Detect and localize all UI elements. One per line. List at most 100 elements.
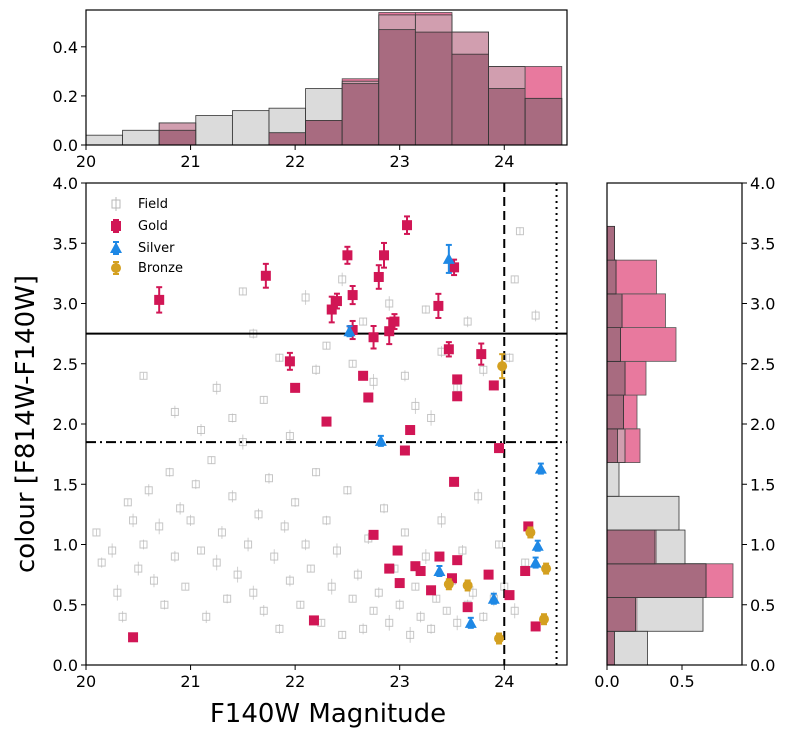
field-point [421,552,430,561]
field-point [233,570,242,579]
gold-point [426,585,437,596]
gold-point [379,250,390,261]
field-point [463,317,472,326]
gold-point [488,380,499,391]
field-point [139,540,148,549]
gold-point [530,621,541,632]
bronze-point [494,633,505,644]
gold-point [520,566,531,577]
gold-point [494,443,505,454]
field-point [421,305,430,314]
field-point [453,618,462,627]
field-point [181,582,190,591]
right-hist-overlap-bar [606,630,615,666]
field-point [437,516,446,525]
top-hist-overlap-bar [451,53,489,146]
field-point [134,564,143,573]
field-point [495,540,504,549]
field-point [217,528,226,537]
y-tick-label: 0.5 [53,596,78,615]
top-hist-overlap-bar [488,88,526,146]
y-tick-label: 3.5 [53,234,78,253]
field-point [202,612,211,621]
field-point [306,564,315,573]
field-point [348,594,357,603]
right-hist-x-tick-label: 0.0 [594,672,619,691]
y-tick-label: 4.0 [53,174,78,193]
legend-label-gold: Gold [138,219,168,234]
silver-point [531,539,544,551]
gold-point [504,590,515,601]
field-point [212,558,221,567]
silver-point [534,462,547,474]
gold-point [433,300,444,311]
gold-point [415,566,426,577]
field-point [338,630,347,639]
gold-point [523,521,534,532]
gold-point [321,416,332,427]
bronze-point [443,579,454,590]
silver-point [529,556,542,568]
gold-point [410,561,421,572]
top-hist-field-bar [195,115,233,146]
legend-label-field: Field [138,197,168,212]
field-point [416,612,425,621]
field-point [458,546,467,555]
field-point [254,510,263,519]
right-hist-overlap-bar [606,327,621,362]
field-point [348,359,357,368]
field-point [479,612,488,621]
gold-point [363,392,374,403]
gold-point [154,294,165,305]
field-point [442,606,451,615]
x-tick-label: 21 [180,672,200,691]
gold-point [368,529,379,540]
legend-symbol-field [111,199,121,209]
field-point [479,365,488,374]
right-hist-overlap-bar [606,529,656,565]
top-hist-x-tick-label: 24 [494,152,514,171]
field-point [97,558,106,567]
field-point [113,588,122,597]
gold-point [402,220,413,231]
field-point [238,287,247,296]
field-point [510,606,519,615]
gold-point [389,316,400,327]
field-point [359,317,368,326]
legend-symbol-silver [110,242,122,253]
right-hist-y-tick-label: 2.0 [750,415,775,434]
field-point [406,630,415,639]
field-point [312,365,321,374]
gold-point [394,578,405,589]
field-point [108,546,117,555]
field-point [374,588,383,597]
gold-point [368,332,379,343]
gold-point [373,271,384,282]
field-point [432,594,441,603]
top-hist-y-tick-label: 0.4 [53,38,78,57]
field-point [270,552,279,561]
y-tick-label: 0.0 [53,656,78,675]
top-hist-overlap-bar [158,129,197,146]
right-hist-overlap-bar [606,394,624,430]
bronze-point [538,614,549,625]
top-hist-field-bar [231,110,270,146]
y-tick-label: 2.5 [53,355,78,374]
field-point [296,600,305,609]
field-point [259,395,268,404]
top-hist-field-bar [85,134,123,146]
field-point [301,293,310,302]
x-tick-label: 22 [285,672,305,691]
field-point [244,540,253,549]
field-point [400,528,409,537]
field-point [301,540,310,549]
top-hist-x-tick-label: 23 [390,152,410,171]
field-point [259,606,268,615]
field-point [343,486,352,495]
top-hist-frame [85,9,568,146]
field-point [160,600,169,609]
gold-point [443,344,454,355]
field-point [228,492,237,501]
gold-point [449,262,460,273]
field-point [197,546,206,555]
